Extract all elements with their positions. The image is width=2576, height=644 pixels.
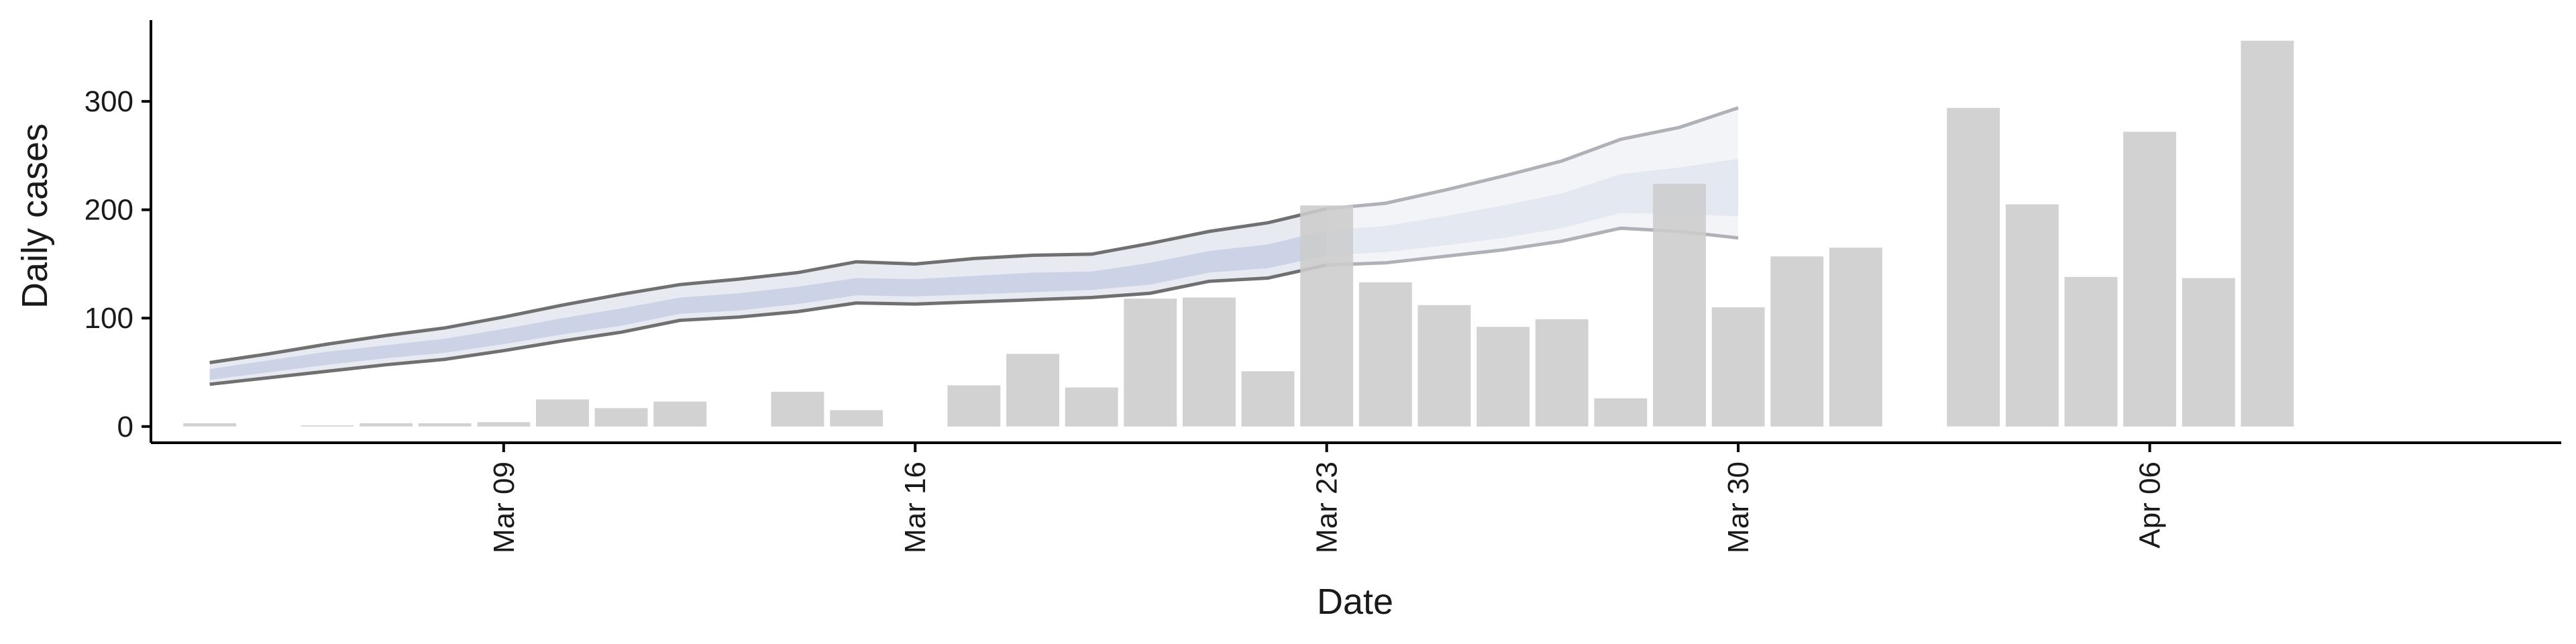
bar-2020-03-10 [536, 399, 589, 427]
x-tick-label-2020-04-06: Apr 06 [2134, 462, 2167, 549]
bar-2020-03-15 [830, 410, 883, 427]
bar-2020-03-11 [594, 408, 648, 427]
forecast-band-layer [1326, 106, 1739, 267]
bar-2020-03-18 [1006, 354, 1059, 427]
bar-2020-03-28 [1594, 398, 1648, 427]
estimate-upper-line [209, 207, 1328, 364]
bar-2020-03-22 [1241, 371, 1295, 427]
bar-2020-03-23 [1300, 205, 1354, 427]
forecast-inner-band [1326, 158, 1739, 256]
y-axis: 0 100 200 300 [85, 20, 152, 443]
bar-2020-03-08 [418, 423, 472, 427]
bar-2020-03-20 [1124, 299, 1177, 427]
estimate-lower-line [209, 263, 1328, 386]
y-tick-label-200: 200 [85, 194, 133, 227]
estimate-band-layer [209, 207, 1328, 386]
bar-2020-03-24 [1358, 282, 1412, 427]
bar-2020-03-06 [301, 425, 354, 427]
bar-2020-03-29 [1653, 183, 1706, 427]
bar-2020-04-05 [2064, 276, 2118, 427]
estimate-inner-band [209, 230, 1327, 380]
x-tick-label-2020-03-09: Mar 09 [488, 462, 521, 553]
x-tick-label-2020-03-23: Mar 23 [1311, 462, 1344, 553]
y-ticks: 0 100 200 300 [85, 85, 151, 443]
x-axis-title: Date [1317, 582, 1393, 622]
bar-2020-03-27 [1535, 319, 1589, 427]
y-tick-label-100: 100 [85, 302, 133, 335]
bar-2020-03-31 [1770, 256, 1824, 427]
bar-2020-04-06 [2123, 131, 2176, 427]
bar-2020-03-19 [1065, 387, 1118, 427]
bar-2020-03-21 [1183, 297, 1236, 427]
x-tick-label-2020-03-30: Mar 30 [1722, 462, 1755, 553]
bar-2020-04-03 [1947, 107, 2000, 427]
x-axis: Mar 09 Mar 16 Mar 23 Mar 30 Apr 06 [151, 441, 2561, 553]
bar-2020-03-09 [477, 422, 531, 427]
forecast-upper-line [1326, 106, 1739, 211]
bar-2020-04-01 [1829, 248, 1882, 427]
x-ticks: Mar 09 Mar 16 Mar 23 Mar 30 Apr 06 [488, 443, 2167, 553]
bar-2020-03-07 [360, 423, 413, 427]
bar-2020-03-17 [947, 385, 1001, 427]
y-tick-label-0: 0 [117, 411, 133, 443]
bar-2020-03-30 [1711, 307, 1765, 427]
bar-2020-03-26 [1477, 327, 1530, 427]
forecast-outer-band [1326, 107, 1739, 266]
x-tick-label-2020-03-16: Mar 16 [899, 462, 932, 553]
bar-2020-03-14 [771, 392, 824, 427]
y-axis-title: Daily cases [15, 123, 55, 309]
bar-2020-04-08 [2241, 40, 2294, 427]
bar-2020-04-04 [2005, 204, 2059, 427]
bar-2020-03-25 [1417, 305, 1471, 427]
bar-2020-03-04 [183, 423, 237, 427]
bar-2020-04-07 [2182, 278, 2235, 427]
y-tick-label-300: 300 [85, 85, 133, 118]
bar-2020-03-12 [653, 401, 707, 427]
bars-group [183, 40, 2294, 427]
